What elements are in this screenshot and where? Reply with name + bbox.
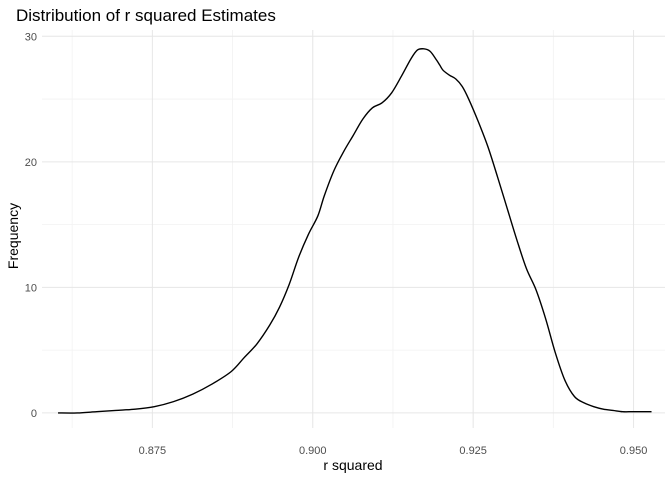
x-axis-ticks: 0.875 0.900 0.925 0.950 <box>139 445 648 457</box>
series-group <box>58 47 652 414</box>
x-axis-label: r squared <box>323 457 382 473</box>
y-axis-label: Frequency <box>5 203 21 269</box>
x-tick-label: 0.925 <box>459 445 487 457</box>
y-tick-label: 10 <box>25 282 37 294</box>
y-tick-label: 0 <box>31 408 37 420</box>
chart-title: Distribution of r squared Estimates <box>16 6 276 25</box>
x-tick-label: 0.900 <box>299 445 327 457</box>
x-tick-label: 0.875 <box>139 445 167 457</box>
grid <box>42 30 665 428</box>
x-tick-label: 0.950 <box>620 445 648 457</box>
y-tick-label: 20 <box>25 157 37 169</box>
density-curve <box>58 47 652 414</box>
y-axis-ticks: 0 10 20 30 <box>25 31 37 420</box>
y-tick-label: 30 <box>25 31 37 43</box>
